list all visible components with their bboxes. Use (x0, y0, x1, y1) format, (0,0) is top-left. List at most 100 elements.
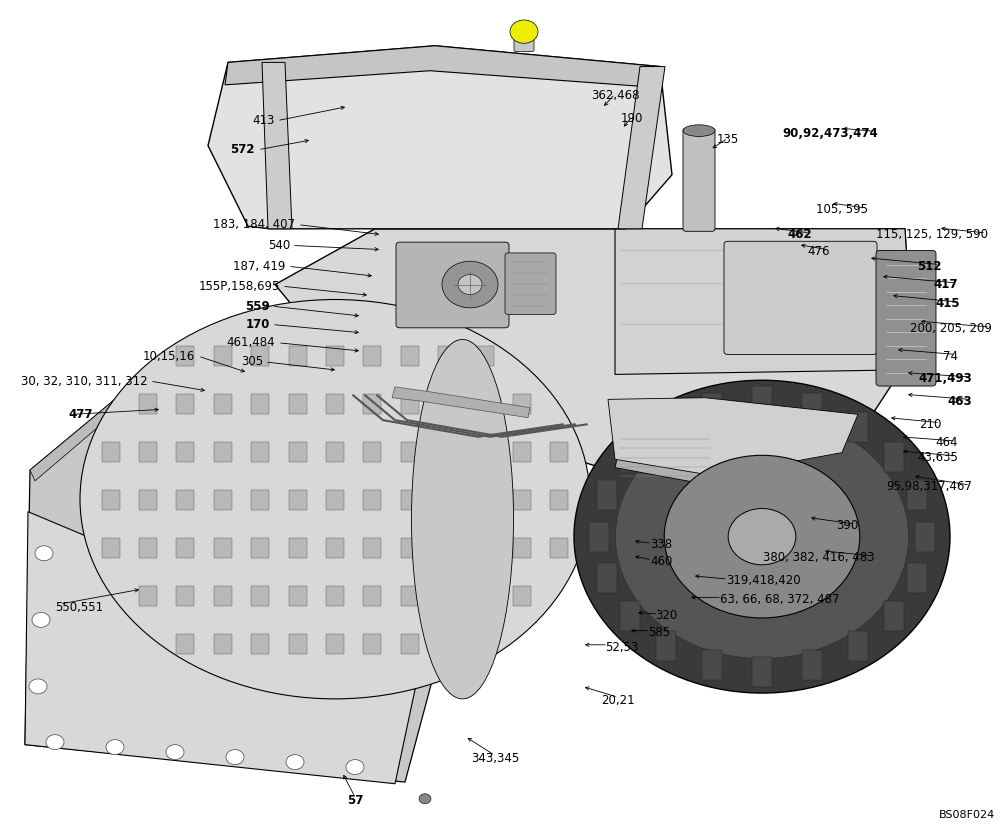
Text: 390: 390 (836, 519, 858, 532)
Text: 210: 210 (920, 418, 942, 431)
Bar (251, 538, 269, 558)
Bar (289, 442, 307, 462)
Bar (289, 394, 307, 414)
Bar (102, 442, 120, 462)
Bar (476, 490, 494, 510)
Bar (363, 346, 381, 366)
Text: 343,345: 343,345 (471, 752, 519, 765)
Bar (289, 586, 307, 606)
Bar (176, 394, 194, 414)
Bar (401, 346, 419, 366)
FancyBboxPatch shape (396, 242, 509, 328)
FancyBboxPatch shape (505, 253, 556, 314)
Bar (752, 657, 772, 687)
Bar (102, 538, 120, 558)
Text: 95,98,317,467: 95,98,317,467 (886, 480, 972, 493)
Bar (476, 442, 494, 462)
Text: 183, 184, 407: 183, 184, 407 (213, 218, 295, 231)
Bar (438, 442, 456, 462)
Ellipse shape (80, 300, 590, 699)
Bar (363, 634, 381, 654)
Text: 550,551: 550,551 (55, 601, 103, 614)
Bar (289, 490, 307, 510)
Bar (251, 442, 269, 462)
Text: 319,418,420: 319,418,420 (726, 574, 801, 587)
Ellipse shape (412, 339, 514, 699)
Text: 52,53: 52,53 (605, 641, 638, 654)
Bar (513, 394, 531, 414)
Bar (326, 394, 344, 414)
Bar (326, 538, 344, 558)
Bar (326, 634, 344, 654)
Text: 415: 415 (935, 297, 960, 310)
Text: 63, 66, 68, 372, 487: 63, 66, 68, 372, 487 (720, 592, 840, 606)
Text: 10,15,16: 10,15,16 (143, 349, 195, 363)
Bar (251, 634, 269, 654)
Text: 362,468: 362,468 (591, 89, 639, 102)
Bar (550, 442, 568, 462)
Circle shape (106, 740, 124, 755)
Bar (363, 394, 381, 414)
Bar (656, 631, 676, 661)
Bar (848, 631, 868, 661)
Bar (513, 538, 531, 558)
Polygon shape (225, 46, 660, 87)
FancyBboxPatch shape (683, 128, 715, 231)
Bar (139, 442, 157, 462)
Polygon shape (618, 67, 665, 229)
Bar (251, 394, 269, 414)
Text: 200, 205, 209: 200, 205, 209 (910, 322, 992, 335)
Circle shape (286, 755, 304, 770)
Bar (401, 634, 419, 654)
Text: 476: 476 (808, 245, 830, 258)
Bar (251, 586, 269, 606)
Bar (907, 480, 927, 510)
Polygon shape (615, 426, 718, 484)
Bar (251, 346, 269, 366)
Bar (214, 394, 232, 414)
Bar (884, 602, 904, 631)
Polygon shape (25, 370, 435, 782)
Bar (139, 394, 157, 414)
Bar (802, 393, 822, 423)
Text: 74: 74 (943, 349, 958, 363)
Bar (438, 586, 456, 606)
Text: 30, 32, 310, 311, 312: 30, 32, 310, 311, 312 (21, 374, 148, 388)
Bar (176, 586, 194, 606)
Bar (513, 490, 531, 510)
Circle shape (46, 735, 64, 750)
Bar (597, 563, 617, 593)
Polygon shape (615, 229, 912, 374)
Bar (139, 490, 157, 510)
Circle shape (458, 275, 482, 295)
Polygon shape (208, 46, 672, 229)
Bar (401, 394, 419, 414)
Text: 477: 477 (68, 408, 92, 421)
Polygon shape (275, 229, 912, 470)
Circle shape (346, 760, 364, 775)
Bar (363, 538, 381, 558)
Bar (550, 538, 568, 558)
Bar (550, 490, 568, 510)
Text: BS08F024: BS08F024 (939, 810, 995, 820)
Bar (802, 651, 822, 681)
Bar (401, 442, 419, 462)
Bar (326, 490, 344, 510)
Circle shape (615, 414, 909, 659)
Polygon shape (25, 512, 418, 784)
Polygon shape (608, 398, 858, 476)
Circle shape (226, 750, 244, 765)
Bar (915, 522, 935, 552)
Circle shape (166, 745, 184, 760)
Bar (907, 563, 927, 593)
Bar (620, 602, 640, 631)
Bar (476, 538, 494, 558)
Text: 380, 382, 416, 483: 380, 382, 416, 483 (763, 551, 875, 564)
Text: 115, 125, 129, 590: 115, 125, 129, 590 (876, 228, 988, 241)
Circle shape (574, 380, 950, 693)
Text: 417: 417 (934, 278, 958, 291)
Text: 320: 320 (655, 609, 677, 622)
Bar (401, 538, 419, 558)
Text: 463: 463 (947, 394, 972, 408)
Text: 585: 585 (648, 626, 670, 639)
